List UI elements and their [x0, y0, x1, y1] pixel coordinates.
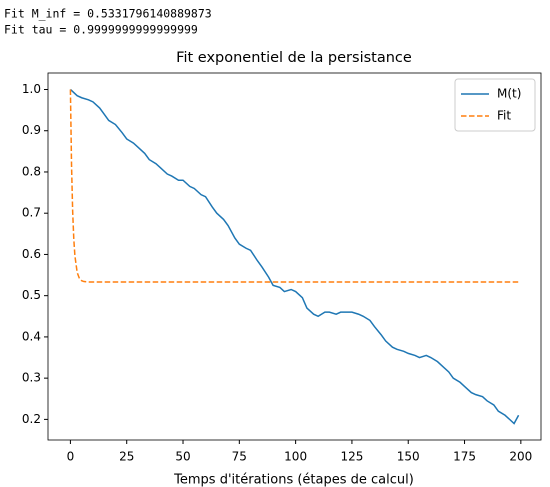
x-tick-label: 0 — [67, 450, 75, 464]
y-tick-label: 1.0 — [22, 82, 41, 96]
y-tick-label: 0.3 — [22, 371, 41, 385]
y-tick-label: 0.9 — [22, 123, 41, 137]
plot-frame — [47, 72, 542, 441]
x-tick-label: 50 — [175, 450, 190, 464]
y-tick-label: 0.2 — [22, 412, 41, 426]
y-tick-label: 0.4 — [22, 329, 41, 343]
x-tick-label: 150 — [397, 450, 420, 464]
x-axis-label: Temps d'itérations (étapes de calcul) — [173, 473, 414, 487]
output-line: Fit tau = 0.9999999999999999 — [4, 23, 198, 37]
chart-title: Fit exponentiel de la persistance — [176, 50, 412, 66]
y-tick-label: 0.8 — [22, 164, 41, 178]
y-tick-label: 0.7 — [22, 206, 41, 220]
x-tick-label: 200 — [509, 450, 532, 464]
legend-label: M(t) — [497, 87, 521, 101]
x-tick-label: 175 — [453, 450, 476, 464]
x-tick-label: 25 — [119, 450, 134, 464]
legend-box — [454, 78, 536, 132]
y-tick-label: 0.5 — [22, 288, 41, 302]
output-line: Fit M_inf = 0.5331796140889873 — [4, 7, 212, 21]
x-tick-label: 75 — [232, 450, 247, 464]
x-tick-label: 100 — [284, 450, 307, 464]
legend-label: Fit — [497, 109, 511, 123]
series-line — [69, 89, 519, 283]
x-tick-label: 125 — [340, 450, 363, 464]
series-line — [69, 88, 520, 425]
y-tick-label: 0.6 — [22, 247, 41, 261]
